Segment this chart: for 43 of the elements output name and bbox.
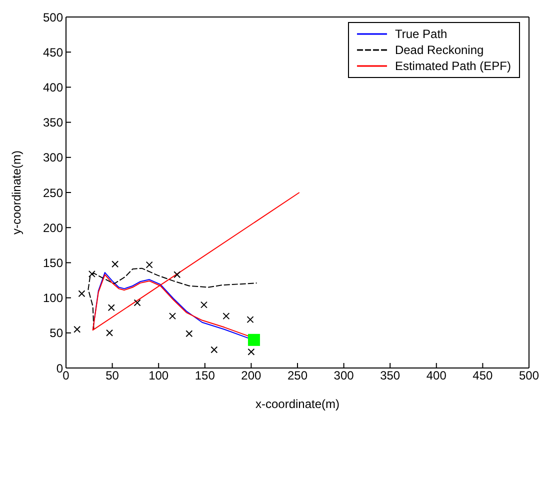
x-tick-label: 150 xyxy=(194,368,216,383)
y-tick-label: 500 xyxy=(42,10,64,24)
x-tick-label: 300 xyxy=(334,368,354,383)
point xyxy=(78,290,86,298)
point xyxy=(112,260,119,268)
point xyxy=(174,271,181,278)
legend-label: Estimated Path (EPF) xyxy=(394,59,511,73)
point xyxy=(246,316,254,324)
point xyxy=(106,329,114,336)
point xyxy=(74,326,81,333)
point xyxy=(168,312,176,320)
legend-label: True Path xyxy=(394,27,448,41)
x-axis-title: x-coordinate(m) xyxy=(255,397,340,411)
x-tick-label: 450 xyxy=(472,368,494,383)
y-axis-title: y-coordinate(m) xyxy=(9,150,24,235)
line-series xyxy=(88,268,258,330)
point xyxy=(222,312,230,320)
point xyxy=(146,261,153,268)
x-tick-label: 400 xyxy=(426,368,447,383)
point xyxy=(248,334,260,346)
y-tick-label: 150 xyxy=(42,256,64,270)
y-tick-label: 250 xyxy=(42,186,64,200)
point xyxy=(210,346,218,354)
x-tick-label: 200 xyxy=(241,368,262,383)
y-tick-label: 50 xyxy=(50,326,64,340)
y-tick-label: 200 xyxy=(42,220,64,235)
x-tick-label: 350 xyxy=(380,368,400,383)
x-tick-label: 100 xyxy=(148,368,169,383)
y-tick-label: 400 xyxy=(42,80,64,94)
point xyxy=(186,330,193,338)
x-tick-label: 250 xyxy=(287,368,308,383)
x-tick-label: 50 xyxy=(106,368,120,383)
point xyxy=(108,304,115,312)
y-tick-label: 100 xyxy=(42,291,64,306)
legend-label: Dead Reckoning xyxy=(394,43,484,57)
point xyxy=(200,301,208,308)
point xyxy=(248,348,255,356)
y-tick-label: 300 xyxy=(42,150,64,165)
point xyxy=(88,270,96,278)
point xyxy=(134,299,141,306)
x-tick-label: 500 xyxy=(518,368,540,383)
y-tick-label: 450 xyxy=(42,45,64,60)
y-tick-label: 350 xyxy=(42,116,64,130)
